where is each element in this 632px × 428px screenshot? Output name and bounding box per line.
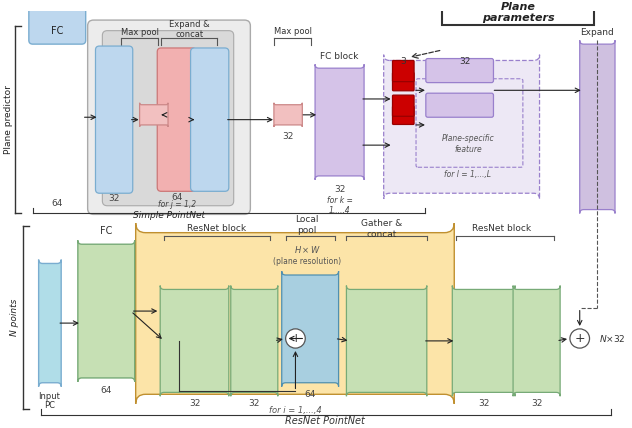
Text: Simple PointNet: Simple PointNet	[133, 211, 205, 220]
Text: Local
pool: Local pool	[296, 215, 319, 235]
Text: Max pool: Max pool	[121, 28, 159, 37]
Text: 32: 32	[334, 185, 345, 194]
FancyBboxPatch shape	[39, 260, 61, 386]
FancyBboxPatch shape	[136, 223, 454, 404]
Text: for i = 1,...,4: for i = 1,...,4	[269, 406, 321, 415]
Text: Plane
parameters: Plane parameters	[482, 2, 555, 23]
Text: +: +	[574, 332, 585, 345]
FancyBboxPatch shape	[384, 55, 540, 199]
FancyBboxPatch shape	[580, 40, 615, 214]
Text: +: +	[290, 332, 301, 345]
FancyBboxPatch shape	[140, 103, 168, 127]
Text: 32: 32	[478, 399, 489, 408]
Text: 64: 64	[171, 193, 183, 202]
FancyBboxPatch shape	[78, 241, 135, 382]
FancyBboxPatch shape	[426, 59, 494, 83]
Circle shape	[286, 329, 305, 348]
FancyBboxPatch shape	[157, 48, 197, 191]
Text: N points: N points	[9, 299, 18, 336]
Text: for k =: for k =	[327, 196, 353, 205]
FancyBboxPatch shape	[191, 48, 229, 191]
FancyBboxPatch shape	[88, 20, 250, 214]
FancyBboxPatch shape	[392, 95, 414, 116]
Text: Plane-specific
feature: Plane-specific feature	[442, 134, 494, 154]
Text: ResNet block: ResNet block	[188, 224, 246, 233]
Bar	[442, 0, 595, 25]
FancyBboxPatch shape	[282, 271, 339, 386]
Text: 32: 32	[531, 399, 542, 408]
FancyBboxPatch shape	[426, 93, 494, 117]
Text: Gather &
concat: Gather & concat	[361, 219, 403, 238]
FancyBboxPatch shape	[346, 285, 427, 396]
Text: FC: FC	[51, 26, 63, 36]
FancyBboxPatch shape	[315, 64, 364, 180]
Text: Max pool: Max pool	[274, 27, 312, 36]
FancyBboxPatch shape	[29, 0, 86, 44]
Circle shape	[570, 329, 590, 348]
Text: ResNet block: ResNet block	[471, 224, 531, 233]
FancyBboxPatch shape	[102, 31, 234, 206]
Text: $N{\times}32$: $N{\times}32$	[599, 333, 626, 344]
Text: 32: 32	[109, 193, 120, 202]
Text: ResNet PointNet: ResNet PointNet	[285, 416, 365, 426]
Text: Expand &
concat: Expand & concat	[169, 20, 209, 39]
Text: 64: 64	[100, 386, 112, 395]
FancyBboxPatch shape	[95, 46, 133, 193]
FancyBboxPatch shape	[392, 60, 414, 82]
Text: 32: 32	[283, 132, 294, 141]
FancyBboxPatch shape	[160, 285, 229, 396]
Text: 32: 32	[459, 57, 471, 66]
Text: Plane predictor: Plane predictor	[4, 85, 13, 154]
FancyBboxPatch shape	[392, 106, 414, 125]
Text: 32: 32	[248, 399, 260, 408]
Text: FC: FC	[100, 226, 112, 236]
Text: Expand: Expand	[581, 28, 614, 37]
Text: 3: 3	[401, 57, 406, 66]
FancyBboxPatch shape	[274, 103, 302, 127]
FancyBboxPatch shape	[231, 285, 278, 396]
Text: for j = 1,2: for j = 1,2	[158, 200, 196, 209]
Text: 64: 64	[305, 390, 316, 399]
FancyBboxPatch shape	[513, 285, 560, 396]
Text: 32: 32	[189, 399, 200, 408]
Text: FC block: FC block	[320, 52, 359, 61]
Text: 64: 64	[52, 199, 63, 208]
Text: for l = 1,...,L: for l = 1,...,L	[444, 170, 492, 179]
Text: $H \times W$: $H \times W$	[294, 244, 321, 256]
Text: PC: PC	[44, 401, 55, 410]
Text: (plane resolution): (plane resolution)	[273, 257, 341, 266]
Text: Input: Input	[39, 392, 61, 401]
FancyBboxPatch shape	[453, 285, 515, 396]
FancyBboxPatch shape	[392, 72, 414, 91]
Text: 1,...,4: 1,...,4	[329, 206, 350, 215]
